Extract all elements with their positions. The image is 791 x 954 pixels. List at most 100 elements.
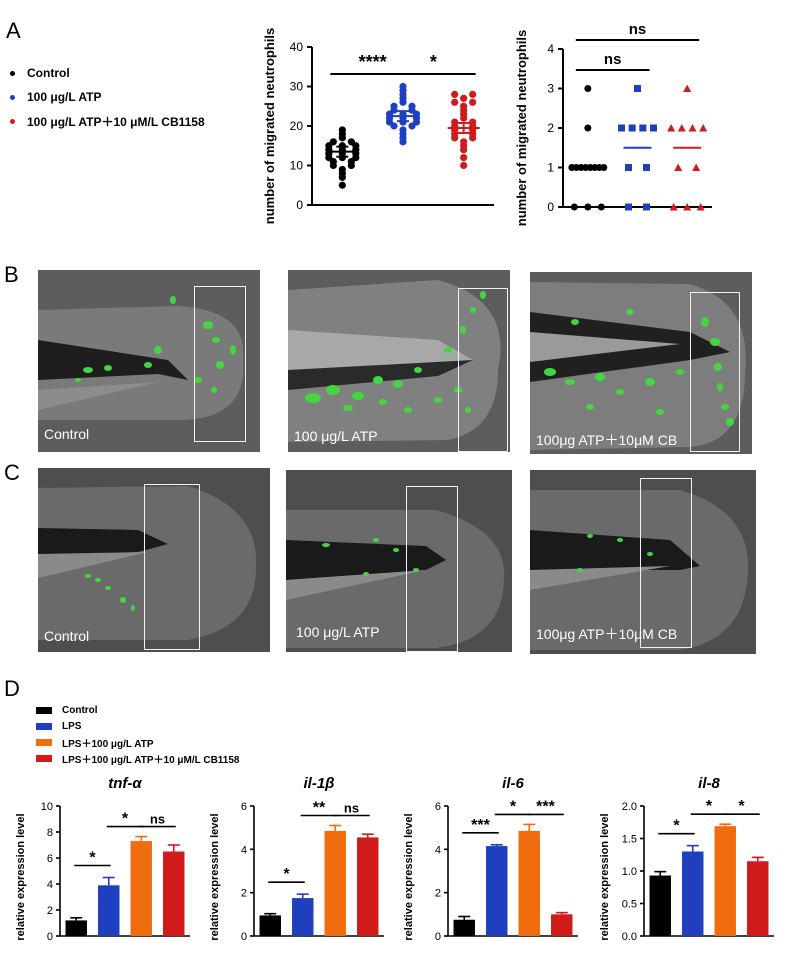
bar xyxy=(65,920,87,936)
y-tick-label: 6 xyxy=(47,853,53,865)
data-point xyxy=(460,138,468,146)
bar xyxy=(649,875,671,936)
chart-title: il-6 xyxy=(502,775,524,792)
data-point xyxy=(639,124,647,132)
data-point xyxy=(667,124,676,132)
y-tick-label: 10 xyxy=(290,159,304,173)
bar xyxy=(682,851,704,936)
y-axis-label: relative expression level xyxy=(403,813,415,940)
y-tick-label: 2.0 xyxy=(622,801,637,813)
legend-item: Control xyxy=(10,64,205,82)
micrograph-b-atp: 100 μg/L ATP xyxy=(288,270,510,452)
legend-label: Control xyxy=(62,704,98,716)
data-point xyxy=(683,84,692,92)
y-tick-label: 6 xyxy=(241,801,247,813)
significance-label: * xyxy=(89,850,96,867)
significance-label: ns xyxy=(604,51,622,68)
y-tick-label: 20 xyxy=(290,119,304,133)
significance-label: ns xyxy=(150,812,165,827)
significance-label: * xyxy=(122,811,129,828)
roi-box xyxy=(144,484,200,650)
y-tick-label: 4 xyxy=(241,844,247,856)
data-point xyxy=(460,102,468,110)
panel-label-a: A xyxy=(6,18,21,43)
y-tick-label: 4 xyxy=(547,42,554,56)
data-point xyxy=(338,126,346,134)
chart-title: il-1β xyxy=(304,775,335,792)
y-tick-label: 2 xyxy=(547,121,554,135)
roi-box xyxy=(690,292,740,452)
y-axis-label: number of migrated neutrophils xyxy=(262,28,277,224)
legend-item: LPS＋100 μg/L ATP＋10 μM/L CB1158 xyxy=(36,750,239,766)
data-point xyxy=(643,164,650,171)
y-tick-label: 0 xyxy=(547,200,554,214)
significance-label: *** xyxy=(536,798,555,815)
bar xyxy=(259,915,281,936)
micrograph-label: 100μg ATP＋10μM CB xyxy=(536,432,678,448)
data-point xyxy=(692,163,701,171)
data-point xyxy=(408,102,416,110)
y-tick-label: 0.0 xyxy=(622,931,637,943)
legend-marker xyxy=(36,722,52,730)
legend-marker xyxy=(10,70,15,76)
legend-marker xyxy=(36,738,52,746)
y-tick-label: 0 xyxy=(241,931,247,943)
legend-item: LPS xyxy=(36,718,239,734)
micrograph-label: 100 μg/L ATP xyxy=(294,428,378,444)
significance-label: * xyxy=(283,866,290,883)
panel-label-d: D xyxy=(4,676,20,701)
chart-title: il-8 xyxy=(698,775,720,792)
significance-label: ns xyxy=(629,21,647,38)
panel-label-c: C xyxy=(4,460,20,485)
panel-label-b: B xyxy=(4,262,19,287)
data-point xyxy=(329,138,337,146)
y-tick-label: 8 xyxy=(47,827,53,839)
data-point xyxy=(643,203,650,211)
legend-marker xyxy=(36,754,52,762)
data-point xyxy=(469,118,477,126)
legend-item: 100 μg/L ATP＋10 μM/L CB1158 xyxy=(10,112,205,130)
bar xyxy=(130,841,152,936)
y-tick-label: 6 xyxy=(435,801,441,813)
bar xyxy=(518,830,540,936)
micrograph-label: 100μg ATP＋10μM CB xyxy=(536,626,678,642)
data-point xyxy=(584,124,592,132)
significance-label: **** xyxy=(359,52,387,72)
micrograph-c-control: Control xyxy=(38,468,270,652)
roi-box xyxy=(458,288,508,452)
micrograph-image xyxy=(530,490,749,650)
data-point xyxy=(600,164,608,171)
legend-label: LPS xyxy=(62,720,82,732)
micrograph-label: Control xyxy=(44,426,90,442)
bar xyxy=(324,830,346,936)
legend-d: Control LPS LPS＋100 μg/L ATP LPS＋100 μg/… xyxy=(36,702,239,766)
legend-marker xyxy=(10,94,15,100)
roi-box xyxy=(640,478,692,648)
legend-label: 100 μg/L ATP＋10 μM/L CB1158 xyxy=(27,114,205,129)
data-point xyxy=(699,124,708,132)
legend-label: 100 μg/L ATP xyxy=(27,90,102,104)
data-point xyxy=(399,126,407,134)
data-point xyxy=(597,203,605,211)
data-point xyxy=(584,203,592,211)
legend-item: Control xyxy=(36,702,239,718)
data-point xyxy=(451,90,459,98)
data-point xyxy=(338,165,346,174)
bar xyxy=(453,919,475,936)
data-point xyxy=(390,102,398,110)
data-point xyxy=(460,161,468,170)
y-axis-label: number of migrated neutrophils xyxy=(514,30,529,226)
bar xyxy=(747,861,769,936)
legend-item: LPS＋100 μg/L ATP xyxy=(36,734,239,750)
y-tick-label: 4 xyxy=(435,844,441,856)
micrograph-image xyxy=(38,486,257,640)
data-point xyxy=(634,85,641,92)
bar-chart-il8: il-8 relative expression level 0.0 0.5 1.0 1.… xyxy=(599,775,774,943)
significance-label: * xyxy=(430,52,437,72)
chart-title: tnf-α xyxy=(108,775,142,792)
bar xyxy=(98,885,120,936)
data-point xyxy=(451,98,459,106)
y-tick-label: 3 xyxy=(547,82,554,96)
data-point xyxy=(688,124,697,132)
